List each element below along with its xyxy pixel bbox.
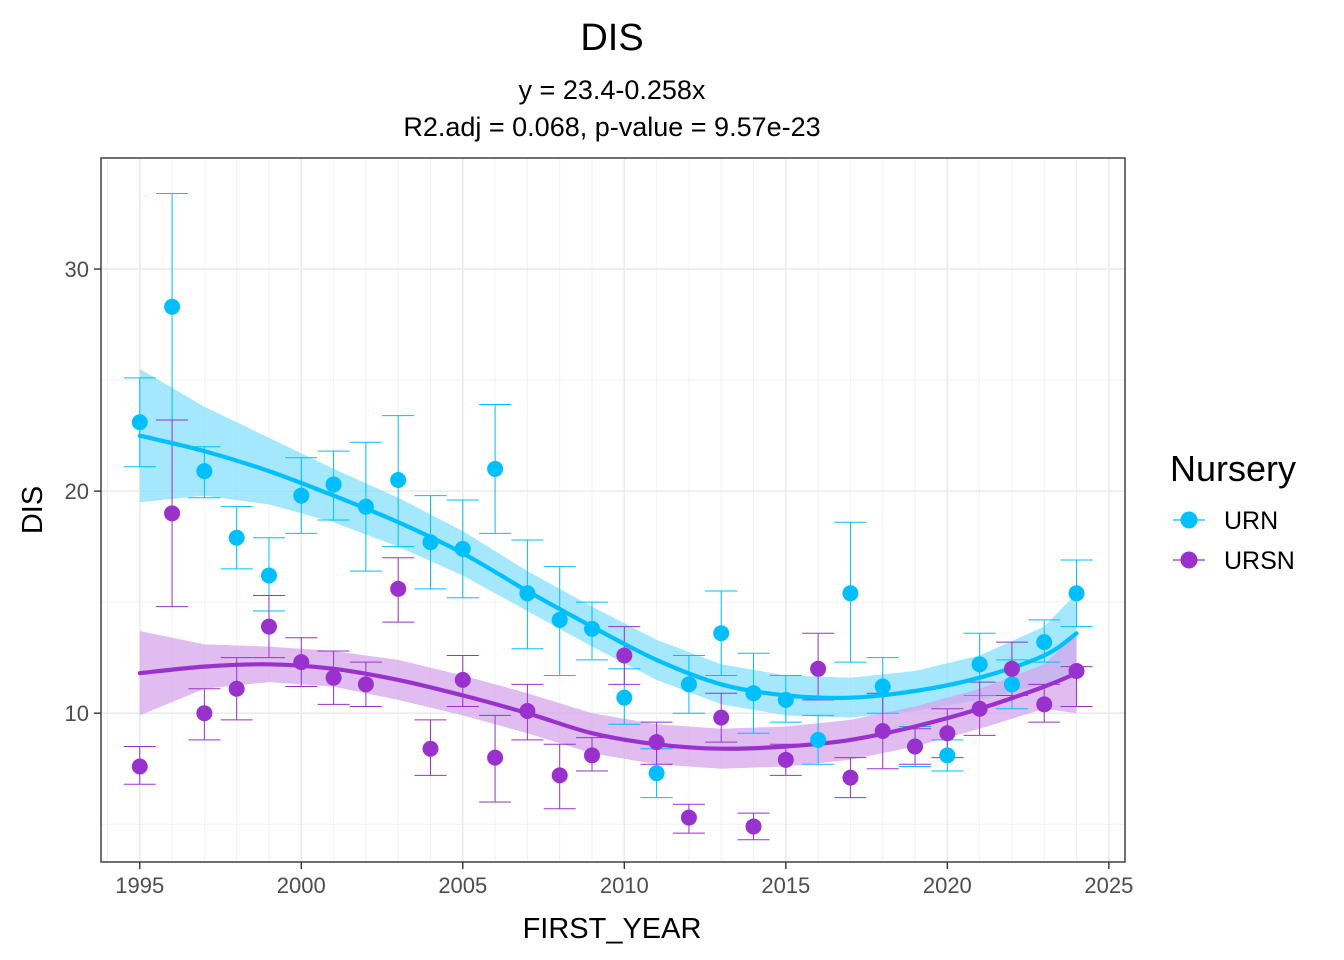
ursn-point — [810, 660, 827, 677]
urn-point — [390, 472, 407, 489]
chart-subtitle-stats: R2.adj = 0.068, p-value = 9.57e-23 — [403, 112, 820, 142]
legend-title: Nursery — [1170, 448, 1296, 489]
x-tick-label: 2000 — [277, 873, 326, 898]
urn-point — [325, 476, 342, 493]
urn-point — [454, 540, 471, 557]
urn-point — [616, 689, 633, 706]
x-axis-title: FIRST_YEAR — [523, 913, 702, 945]
x-tick-label: 2015 — [761, 873, 810, 898]
legend-items: URN URSN — [1173, 507, 1295, 575]
ursn-point — [777, 751, 794, 768]
plot-area — [100, 157, 1126, 863]
urn-point — [164, 298, 181, 315]
urn-point — [1003, 676, 1020, 693]
legend-key-point-ursn — [1180, 551, 1198, 569]
urn-point — [713, 625, 730, 642]
ursn-point — [487, 749, 504, 766]
ursn-point — [164, 505, 181, 522]
legend-item-urn: URN — [1173, 507, 1278, 535]
urn-point — [1068, 585, 1085, 602]
urn-point — [745, 685, 762, 702]
ursn-point — [551, 767, 568, 784]
ursn-point — [971, 700, 988, 717]
x-axis: 1995 2000 2005 2010 2015 2020 2025 — [115, 862, 1133, 898]
panel-border — [100, 157, 1126, 863]
urn-point — [131, 414, 148, 431]
ursn-point — [874, 722, 891, 739]
y-axis-title: DIS — [17, 486, 49, 534]
urn-point — [551, 611, 568, 628]
urn-point — [1036, 634, 1053, 651]
ursn-point — [260, 618, 277, 635]
y-axis: 10 20 30 — [65, 257, 101, 726]
urn-point — [648, 765, 665, 782]
ursn-point — [680, 809, 697, 826]
x-tick-label: 2020 — [923, 873, 972, 898]
ursn-ribbon — [139, 631, 1077, 769]
ursn-point — [745, 818, 762, 835]
urn-point — [971, 656, 988, 673]
ursn-point — [939, 725, 956, 742]
data-points — [131, 298, 1085, 835]
urn-point — [487, 460, 504, 477]
ursn-point — [713, 709, 730, 726]
ursn-point — [1068, 663, 1085, 680]
ursn-point — [357, 676, 374, 693]
urn-point — [260, 567, 277, 584]
ursn-point — [907, 738, 924, 755]
urn-point — [357, 498, 374, 515]
urn-point — [196, 463, 213, 480]
legend-key-point-urn — [1180, 511, 1198, 529]
chart-title: DIS — [580, 17, 643, 59]
urn-point — [228, 529, 245, 546]
urn-point — [939, 747, 956, 764]
x-tick-label: 2005 — [438, 873, 487, 898]
urn-point — [874, 678, 891, 695]
urn-ribbon — [139, 369, 1077, 718]
ursn-point — [293, 654, 310, 671]
urn-point — [293, 487, 310, 504]
ursn-point — [648, 734, 665, 751]
ursn-point — [325, 669, 342, 686]
ursn-point — [1036, 696, 1053, 713]
ursn-point — [616, 647, 633, 664]
ursn-point — [131, 758, 148, 775]
legend-item-ursn: URSN — [1173, 547, 1295, 575]
urn-point — [519, 585, 536, 602]
smooth-ribbons — [139, 369, 1077, 769]
ursn-point — [422, 740, 439, 757]
legend-label-urn: URN — [1224, 507, 1278, 535]
legend: Nursery URN URSN — [1170, 448, 1296, 575]
x-tick-label: 1995 — [115, 873, 164, 898]
ursn-point — [584, 747, 601, 764]
ursn-point — [519, 702, 536, 719]
urn-point — [842, 585, 859, 602]
urn-point — [680, 676, 697, 693]
y-tick-label: 10 — [65, 701, 89, 726]
ursn-point — [390, 580, 407, 597]
urn-smooth-line — [137, 433, 1079, 701]
urn-point — [584, 620, 601, 637]
urn-point — [422, 534, 439, 551]
x-tick-label: 2010 — [600, 873, 649, 898]
ursn-point — [454, 671, 471, 688]
urn-point — [777, 691, 794, 708]
y-tick-label: 30 — [65, 257, 89, 282]
ursn-point — [842, 769, 859, 786]
urn-point — [810, 731, 827, 748]
ursn-point — [1003, 660, 1020, 677]
ursn-point — [196, 705, 213, 722]
x-tick-label: 2025 — [1084, 873, 1133, 898]
legend-label-ursn: URSN — [1224, 547, 1295, 575]
chart-subtitle-equation: y = 23.4-0.258x — [519, 75, 706, 105]
y-tick-label: 20 — [65, 479, 89, 504]
ursn-point — [228, 680, 245, 697]
